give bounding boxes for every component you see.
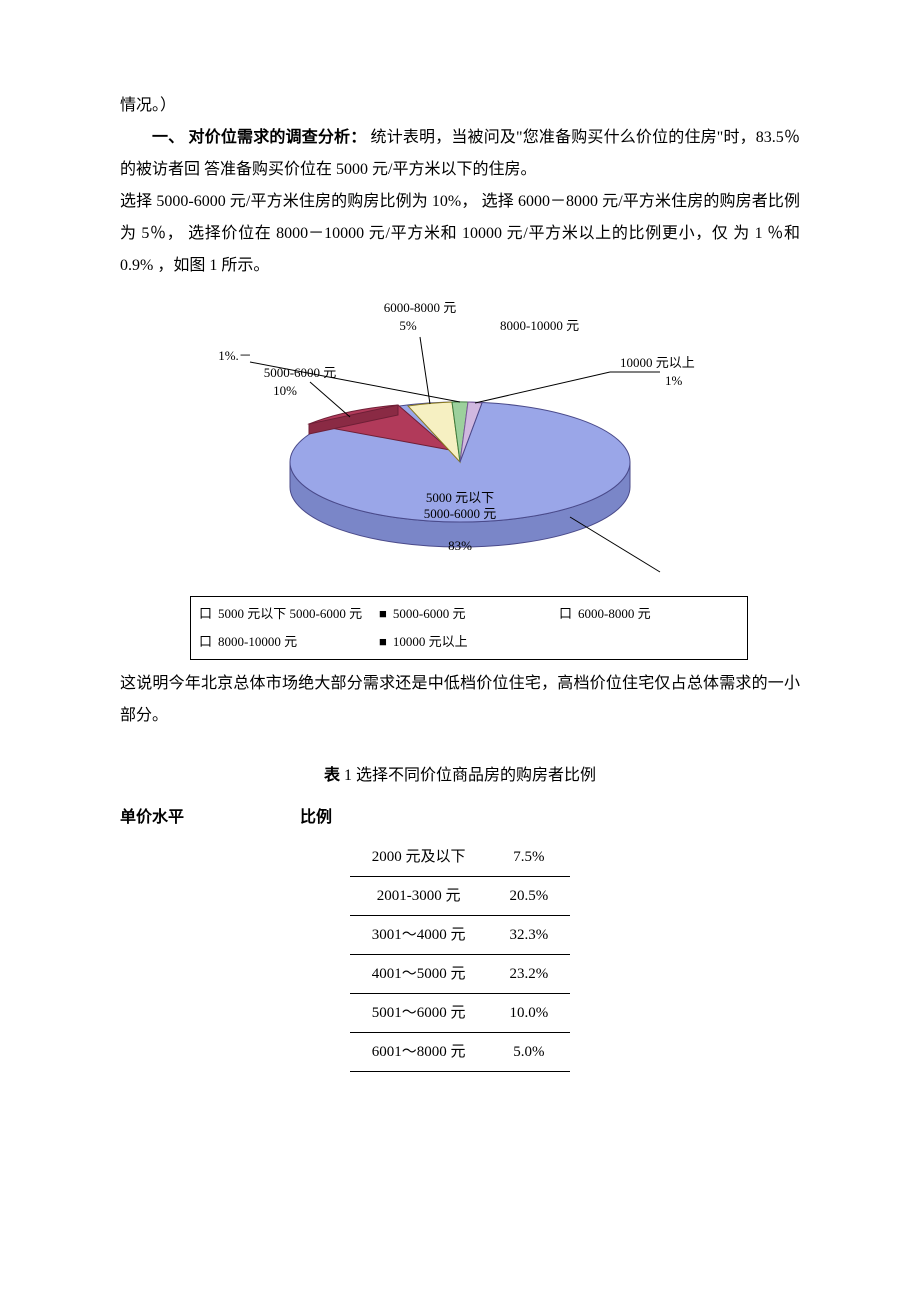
pct-cell: 10.0% bbox=[488, 994, 571, 1033]
chart-legend: 口 5000 元以下 5000-6000 元 ■ 5000-6000 元 口 6… bbox=[190, 596, 748, 660]
table-headers: 单价水平 比例 bbox=[120, 802, 800, 834]
range-cell: 5001～6000 元 bbox=[350, 994, 488, 1033]
table-title: 表 1 选择不同价位商品房的购房者比例 bbox=[120, 760, 800, 792]
pie-chart: 6000-8000 元 5% 8000-10000 元 1%.－ 5000-60… bbox=[190, 292, 730, 660]
price-table: 2000 元及以下7.5%2001-3000 元20.5%3001～4000 元… bbox=[350, 838, 571, 1072]
pct-cell: 5.0% bbox=[488, 1033, 571, 1072]
legend-label: 10000 元以上 bbox=[393, 629, 468, 655]
col1-header: 单价水平 bbox=[120, 802, 300, 834]
table-row: 2001-3000 元20.5% bbox=[350, 877, 571, 916]
intro-tail: 情况。） bbox=[120, 90, 800, 122]
legend-item: 口 6000-8000 元 bbox=[559, 601, 739, 627]
svg-text:10000 元以上: 10000 元以上 bbox=[620, 355, 695, 370]
range-cell: 3001～4000 元 bbox=[350, 916, 488, 955]
legend-label: 6000-8000 元 bbox=[578, 601, 651, 627]
pct-cell: 32.3% bbox=[488, 916, 571, 955]
legend-item: 口 5000 元以下 5000-6000 元 bbox=[199, 601, 379, 627]
table-row: 5001～6000 元10.0% bbox=[350, 994, 571, 1033]
svg-text:5000-6000 元: 5000-6000 元 bbox=[264, 365, 337, 380]
range-cell: 2001-3000 元 bbox=[350, 877, 488, 916]
svg-text:83%: 83% bbox=[448, 538, 472, 553]
table-title-text: 1 选择不同价位商品房的购房者比例 bbox=[340, 767, 596, 784]
svg-text:5000 元以下: 5000 元以下 bbox=[426, 490, 494, 505]
svg-text:6000-8000 元: 6000-8000 元 bbox=[384, 300, 457, 315]
table-row: 2000 元及以下7.5% bbox=[350, 838, 571, 877]
legend-marker: 口 bbox=[199, 629, 212, 655]
legend-item: 口 8000-10000 元 bbox=[199, 629, 379, 655]
table-row: 4001～5000 元23.2% bbox=[350, 955, 571, 994]
legend-marker: ■ bbox=[379, 601, 387, 627]
legend-item: ■ 5000-6000 元 bbox=[379, 601, 559, 627]
section-body-2: 选择 5000-6000 元/平方米住房的购房比例为 10%， 选择 6000－… bbox=[120, 186, 800, 282]
legend-label: 5000-6000 元 bbox=[393, 601, 466, 627]
svg-text:1%: 1% bbox=[665, 373, 683, 388]
table-title-prefix: 表 bbox=[324, 767, 340, 784]
section-conclusion: 这说明今年北京总体市场绝大部分需求还是中低档价位住宅，高档价位住宅仅占总体需求的… bbox=[120, 668, 800, 732]
legend-label: 8000-10000 元 bbox=[218, 629, 297, 655]
legend-marker: ■ bbox=[379, 629, 387, 655]
svg-text:8000-10000 元: 8000-10000 元 bbox=[500, 318, 579, 333]
legend-item: ■ 10000 元以上 bbox=[379, 629, 559, 655]
section-prefix: 一、 bbox=[152, 129, 184, 146]
svg-text:10%: 10% bbox=[273, 383, 297, 398]
pct-cell: 7.5% bbox=[488, 838, 571, 877]
col2-header: 比例 bbox=[300, 802, 420, 834]
table-row: 3001～4000 元32.3% bbox=[350, 916, 571, 955]
range-cell: 4001～5000 元 bbox=[350, 955, 488, 994]
table-row: 6001～8000 元5.0% bbox=[350, 1033, 571, 1072]
pct-cell: 23.2% bbox=[488, 955, 571, 994]
legend-marker: 口 bbox=[199, 601, 212, 627]
svg-text:1%.－: 1%.－ bbox=[218, 348, 252, 363]
legend-marker: 口 bbox=[559, 601, 572, 627]
range-cell: 6001～8000 元 bbox=[350, 1033, 488, 1072]
svg-text:5%: 5% bbox=[399, 318, 417, 333]
pct-cell: 20.5% bbox=[488, 877, 571, 916]
range-cell: 2000 元及以下 bbox=[350, 838, 488, 877]
svg-text:5000-6000 元: 5000-6000 元 bbox=[424, 506, 497, 521]
section-1: 一、 对价位需求的调查分析： 统计表明，当被问及"您准备购买什么价位的住房"时，… bbox=[120, 122, 800, 186]
section-title: 对价位需求的调查分析： bbox=[189, 129, 367, 146]
legend-label: 5000 元以下 5000-6000 元 bbox=[218, 601, 362, 627]
